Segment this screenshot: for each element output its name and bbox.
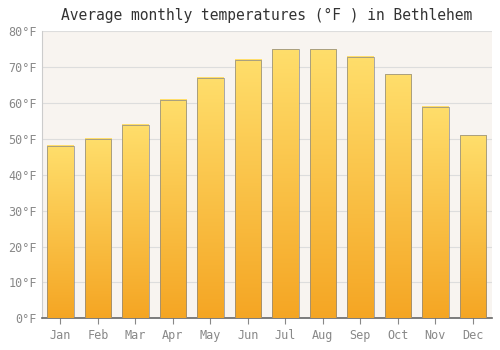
Bar (160, 99, 186, 318)
Bar (348, 57, 374, 318)
Title: Average monthly temperatures (°F ) in Bethlehem: Average monthly temperatures (°F ) in Be… (61, 8, 472, 23)
Bar (48, 146, 74, 318)
Bar (310, 49, 336, 318)
Bar (460, 135, 486, 318)
Bar (272, 49, 298, 318)
Bar (122, 125, 148, 318)
Bar (235, 60, 261, 318)
Bar (198, 78, 224, 318)
Bar (422, 107, 448, 318)
Bar (385, 75, 411, 318)
Bar (85, 139, 111, 318)
